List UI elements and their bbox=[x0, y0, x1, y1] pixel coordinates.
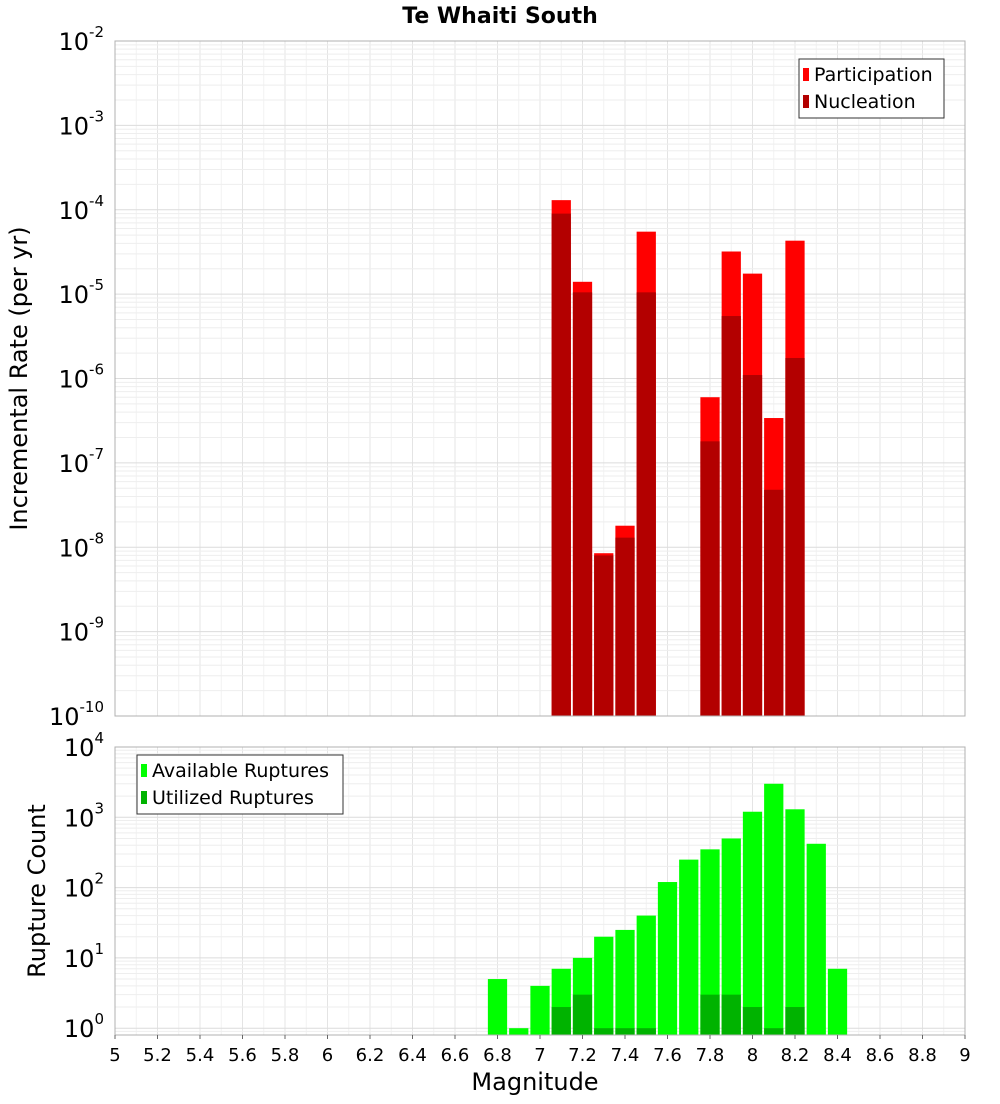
utilized-ruptures-bar bbox=[764, 1028, 784, 1035]
available-ruptures-bar bbox=[615, 929, 635, 1035]
nucleation-bar bbox=[700, 441, 720, 716]
utilized-ruptures-bar bbox=[615, 1028, 635, 1035]
rate-y-tick-label: 10-6 bbox=[58, 361, 104, 394]
rate-y-tick-label: 10-3 bbox=[58, 107, 104, 140]
x-tick-label: 8 bbox=[747, 1045, 758, 1066]
rate-y-tick-label: 10-9 bbox=[58, 614, 104, 647]
available-ruptures-bar bbox=[509, 1028, 529, 1035]
count-y-tick-label: 101 bbox=[64, 940, 104, 973]
rate-y-tick-label: 10-5 bbox=[58, 276, 104, 309]
available-ruptures-bar bbox=[657, 882, 678, 1035]
nucleation-bar bbox=[721, 316, 741, 716]
chart-title: Te Whaiti South bbox=[402, 4, 598, 29]
rate-y-tick-label: 10-8 bbox=[58, 529, 104, 562]
x-tick-label: 8.6 bbox=[866, 1045, 895, 1066]
available-ruptures-bar bbox=[764, 783, 784, 1035]
available-ruptures-bar bbox=[594, 936, 614, 1035]
x-tick-label: 8.4 bbox=[823, 1045, 852, 1066]
available-ruptures-bar bbox=[679, 859, 699, 1035]
available-ruptures-legend-swatch bbox=[141, 764, 147, 777]
utilized-ruptures-bar bbox=[721, 994, 741, 1035]
x-tick-label: 6.4 bbox=[398, 1045, 427, 1066]
count-y-tick-label: 104 bbox=[64, 729, 104, 762]
x-tick-label: 5.2 bbox=[143, 1045, 172, 1066]
rate-y-axis-label: Incremental Rate (per yr) bbox=[5, 226, 33, 530]
rate-legend bbox=[798, 58, 945, 119]
x-tick-label: 5.6 bbox=[228, 1045, 257, 1066]
available-ruptures-bar bbox=[806, 843, 826, 1035]
available-ruptures-bar bbox=[721, 838, 741, 1035]
count-legend bbox=[136, 754, 344, 815]
count-y-axis-label: Rupture Count bbox=[23, 804, 51, 978]
rate-y-tick-label: 10-7 bbox=[58, 445, 104, 478]
available-ruptures-legend-label: Available Ruptures bbox=[152, 760, 329, 782]
x-tick-label: 9 bbox=[959, 1045, 970, 1066]
utilized-ruptures-bar bbox=[636, 1028, 656, 1035]
utilized-ruptures-bar bbox=[785, 1007, 805, 1035]
x-tick-label: 8.2 bbox=[781, 1045, 810, 1066]
x-tick-label: 6 bbox=[322, 1045, 333, 1066]
x-tick-label: 5 bbox=[109, 1045, 120, 1066]
rate-y-tick-label: 10-2 bbox=[58, 23, 104, 56]
nucleation-bar bbox=[785, 357, 805, 716]
x-tick-label: 6.8 bbox=[483, 1045, 512, 1066]
utilized-ruptures-bar bbox=[551, 1007, 571, 1035]
available-ruptures-bar bbox=[742, 811, 763, 1035]
available-ruptures-bar bbox=[530, 985, 550, 1035]
available-ruptures-bar bbox=[636, 915, 656, 1035]
available-ruptures-bar bbox=[785, 809, 805, 1035]
participation-legend-swatch bbox=[803, 68, 809, 81]
nucleation-bar bbox=[636, 292, 656, 716]
utilized-ruptures-bar bbox=[700, 994, 720, 1035]
nucleation-bar bbox=[764, 489, 784, 716]
x-tick-label: 5.4 bbox=[186, 1045, 215, 1066]
x-tick-label: 7.6 bbox=[653, 1045, 682, 1066]
count-y-tick-label: 103 bbox=[64, 799, 104, 832]
x-tick-label: 7.2 bbox=[568, 1045, 597, 1066]
x-tick-label: 6.6 bbox=[441, 1045, 470, 1066]
x-tick-label: 6.2 bbox=[356, 1045, 385, 1066]
nucleation-bar bbox=[594, 555, 614, 716]
count-panel: 100 101 102 103 104 Rupture Count Available Ru… bbox=[23, 729, 971, 1096]
x-tick-label: 7 bbox=[534, 1045, 545, 1066]
x-tick-label: 7.8 bbox=[696, 1045, 725, 1066]
nucleation-legend-swatch bbox=[803, 95, 809, 108]
rate-plot-frame bbox=[114, 40, 966, 717]
available-ruptures-bar bbox=[827, 968, 848, 1035]
rate-y-tick-label: 10-10 bbox=[49, 698, 104, 731]
rate-panel: 10-10 10-9 10-8 10-7 10-6 10-5 10-4 10-3 10-2 Inc… bbox=[5, 23, 966, 731]
count-y-tick-label: 100 bbox=[64, 1010, 104, 1043]
count-y-tick-label: 102 bbox=[64, 870, 104, 903]
utilized-ruptures-bar bbox=[594, 1028, 614, 1035]
utilized-ruptures-legend-label: Utilized Ruptures bbox=[152, 787, 314, 809]
nucleation-bar bbox=[572, 292, 593, 716]
available-ruptures-bar bbox=[700, 849, 720, 1035]
nucleation-legend-label: Nucleation bbox=[814, 91, 916, 113]
x-tick-label: 8.8 bbox=[908, 1045, 937, 1066]
rate-y-tick-label: 10-4 bbox=[58, 192, 104, 225]
utilized-ruptures-legend-swatch bbox=[141, 791, 147, 804]
x-tick-label: 7.4 bbox=[611, 1045, 640, 1066]
utilized-ruptures-bar bbox=[572, 994, 593, 1035]
x-tick-label: 5.8 bbox=[271, 1045, 300, 1066]
x-axis-label: Magnitude bbox=[471, 1068, 598, 1096]
participation-legend-label: Participation bbox=[814, 64, 933, 86]
nucleation-bar bbox=[615, 537, 635, 716]
available-ruptures-bar bbox=[487, 979, 508, 1035]
utilized-ruptures-bar bbox=[742, 1007, 763, 1035]
nucleation-bar bbox=[742, 375, 763, 716]
nucleation-bar bbox=[551, 213, 571, 717]
